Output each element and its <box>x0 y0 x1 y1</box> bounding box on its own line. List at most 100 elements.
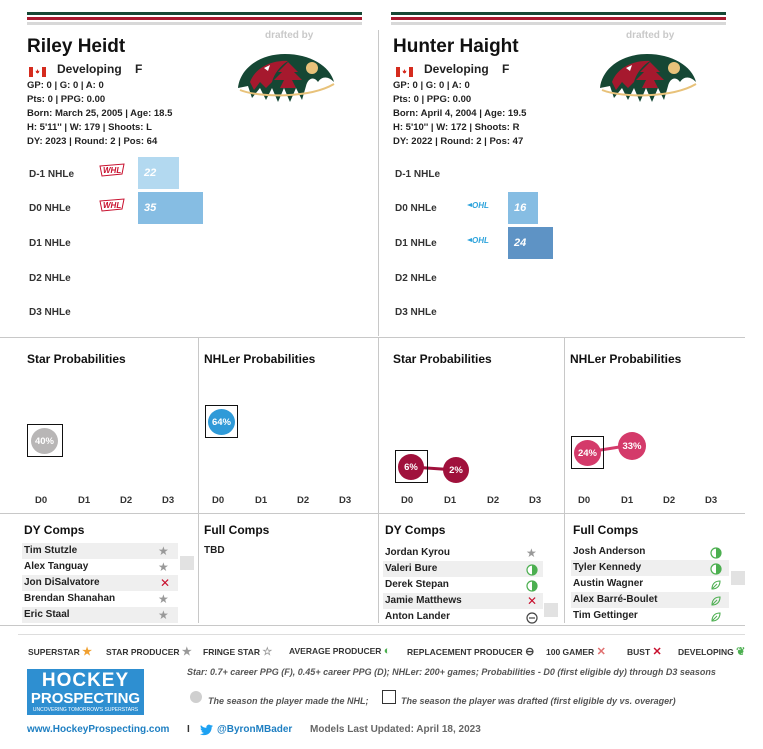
axis-label: D3 <box>339 495 352 506</box>
canada-flag-icon <box>396 64 413 77</box>
scrollbar-thumb[interactable] <box>731 571 745 585</box>
player1-position: F <box>135 62 143 76</box>
player2-nhle-label-d0: D0 NHLe <box>395 203 437 214</box>
player2-nhle-label-d2: D2 NHLe <box>395 273 437 284</box>
player1-full-comps-title: Full Comps <box>204 523 270 537</box>
player1-line2: Pts: 0 | PPG: 0.00 <box>27 94 106 105</box>
player2-line4: H: 5'10'' | W: 172 | Shoots: R <box>393 122 520 133</box>
axis-label: D0 <box>212 495 225 506</box>
twitter-icon <box>200 723 213 736</box>
comps-top-line <box>0 513 745 514</box>
right-stripe-grey <box>391 22 726 25</box>
player2-line3: Born: April 4, 2004 | Age: 19.5 <box>393 108 527 119</box>
comp-row: Jon DiSalvatore <box>22 575 178 591</box>
replacement-producer-icon <box>526 611 538 624</box>
comp-row: Tim Gettinger <box>573 610 638 621</box>
bust-icon: ✕ <box>527 594 538 608</box>
player2-line2: Pts: 0 | PPG: 0.00 <box>393 94 472 105</box>
average-producer-icon <box>710 546 722 559</box>
legend-superstar: SUPERSTAR ★ <box>28 646 93 658</box>
comp-row: Derek Stepan <box>385 579 449 590</box>
axis-label: D1 <box>78 495 91 506</box>
player1-nhle-bar-d0 <box>138 192 203 224</box>
hockey-prospecting-logo: HOCKEY PROSPECTING UNCOVERING TOMORROW'S… <box>27 669 144 715</box>
player2-position: F <box>502 62 510 76</box>
svg-text:OHL: OHL <box>472 201 489 210</box>
average-producer-icon: ◐ <box>383 645 391 657</box>
comp-row: Alex Tanguay <box>24 561 89 572</box>
player2-nhle-label-d1: D1 NHLe <box>395 238 437 249</box>
player2-name: Hunter Haight <box>393 36 519 57</box>
twitter-handle[interactable]: @ByronMBader <box>217 724 293 735</box>
developing-icon <box>710 578 722 590</box>
square-legend-icon <box>382 690 396 704</box>
axis-label: D2 <box>297 495 310 506</box>
replacement-producer-icon: ⊖ <box>525 646 535 658</box>
player2-nhle-bar-d1 <box>508 227 553 259</box>
axis-label: D3 <box>529 495 542 506</box>
player1-star-prob-title: Star Probabilities <box>27 352 126 366</box>
comp-row: Alex Barré-Boulet <box>571 592 729 608</box>
axis-label: D3 <box>162 495 175 506</box>
axis-label: D2 <box>487 495 500 506</box>
player1-line5: DY: 2023 | Round: 2 | Pos: 64 <box>27 136 158 147</box>
player1-nhle-label-d0: D0 NHLe <box>29 203 71 214</box>
star-producer-icon: ★ <box>158 560 169 574</box>
comp-row: Jamie Matthews <box>383 593 543 609</box>
svg-text:WHL: WHL <box>103 201 121 210</box>
comp-row: Brendan Shanahan <box>24 593 116 604</box>
definition-note: Star: 0.7+ career PPG (F), 0.45+ career … <box>187 667 716 677</box>
player1-nhle-label-d1: D1 NHLe <box>29 238 71 249</box>
bust-icon: ✕ <box>652 646 662 658</box>
divider-3 <box>564 338 565 623</box>
player1-nhle-label-d3: D3 NHLe <box>29 307 71 318</box>
square-note: The season the player was drafted (first… <box>401 696 676 706</box>
player1-full-comps-tbd: TBD <box>204 545 225 556</box>
axis-label: D0 <box>578 495 591 506</box>
star-producer-icon: ★ <box>181 646 192 658</box>
player1-dy-comps-title: DY Comps <box>24 523 85 537</box>
comp-row: Valeri Bure <box>383 561 543 577</box>
scrollbar-thumb[interactable] <box>544 603 558 617</box>
player2-star-d0-bubble: 6% <box>398 454 424 480</box>
player2-drafted-by: drafted by <box>626 30 675 41</box>
whl-logo-icon: WHL <box>98 162 126 178</box>
axis-label: D2 <box>663 495 676 506</box>
wild-logo-icon <box>592 48 702 108</box>
player2-dy-comps-title: DY Comps <box>385 523 446 537</box>
legend-replacement-producer: REPLACEMENT PRODUCER ⊖ <box>407 646 535 658</box>
website-link[interactable]: www.HockeyProspecting.com <box>27 724 170 735</box>
player2-nhle-bar-d0 <box>508 192 538 224</box>
models-updated: Models Last Updated: April 18, 2023 <box>310 724 481 735</box>
comp-row: Anton Lander <box>385 611 450 622</box>
prob-top-line <box>0 337 745 338</box>
hundred-gamer-icon: ✕ <box>596 646 606 658</box>
axis-label: D3 <box>705 495 718 506</box>
player2-nhl-d0-bubble: 24% <box>574 440 601 466</box>
player1-nhle-value-d-1: 22 <box>144 167 157 179</box>
player2-line1: GP: 0 | G: 0 | A: 0 <box>393 80 470 91</box>
footer-separator: I <box>187 724 190 735</box>
developing-icon: ❦ <box>736 646 746 658</box>
fringe-star-icon: ☆ <box>262 646 273 658</box>
comp-row: Eric Staal <box>22 607 178 623</box>
left-stripe-green <box>27 12 362 15</box>
star-producer-icon: ★ <box>158 544 169 558</box>
circle-legend-icon <box>190 691 202 703</box>
divider-1 <box>198 338 199 623</box>
axis-label: D1 <box>621 495 634 506</box>
wild-logo-icon <box>230 48 340 108</box>
player2-status: Developing <box>424 62 489 76</box>
left-stripe-grey <box>27 22 362 25</box>
player2-nhle-value-d1: 24 <box>514 237 527 249</box>
right-stripe-green <box>391 12 726 15</box>
axis-label: D1 <box>255 495 268 506</box>
scrollbar-thumb[interactable] <box>180 556 194 570</box>
player2-nhle-label-d3: D3 NHLe <box>395 307 437 318</box>
developing-icon <box>710 594 722 606</box>
developing-icon <box>710 610 722 622</box>
player2-full-comps-title: Full Comps <box>573 523 639 537</box>
player1-drafted-by: drafted by <box>265 30 314 41</box>
star-producer-icon: ★ <box>158 592 169 606</box>
legend-average-producer: AVERAGE PRODUCER ◐ <box>289 645 391 657</box>
